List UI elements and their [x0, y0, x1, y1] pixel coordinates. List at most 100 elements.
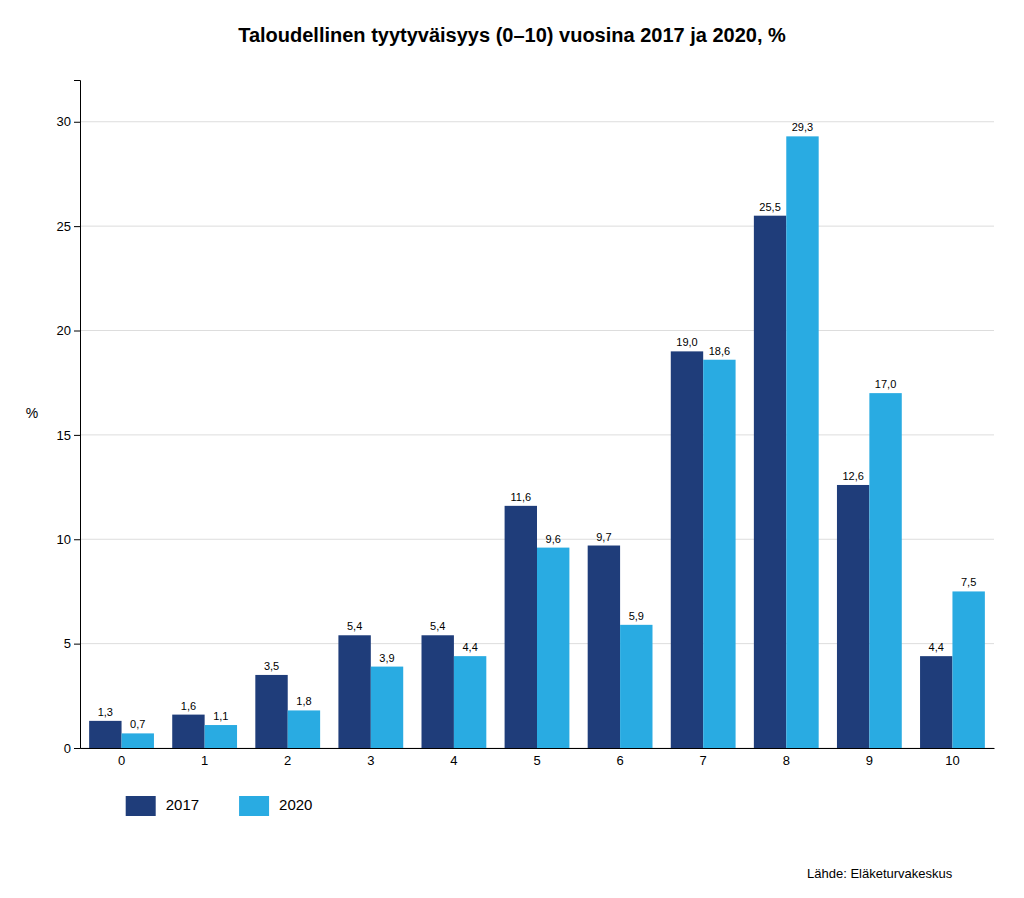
bar: [754, 216, 786, 748]
data-label: 9,7: [596, 531, 611, 543]
x-tick: 3: [367, 748, 374, 768]
legend-swatch: [239, 796, 269, 816]
bar: [172, 715, 204, 748]
bar-series: [89, 216, 952, 748]
y-tick: 15: [57, 428, 80, 443]
bar: [89, 721, 121, 748]
data-label: 17,0: [875, 378, 896, 390]
bar: [671, 351, 703, 748]
x-tick: 1: [201, 748, 208, 768]
x-tick-label: 9: [866, 753, 873, 768]
bar: [588, 546, 620, 748]
legend-item: 2017: [126, 796, 199, 816]
data-label: 1,3: [98, 706, 113, 718]
y-tick-mark: [74, 539, 80, 540]
data-label: 12,6: [842, 470, 863, 482]
x-tick: 10: [945, 748, 959, 768]
legend-label: 2017: [166, 796, 199, 813]
y-axis: 0 5 10 15 20 25 30: [57, 81, 81, 756]
data-label: 3,9: [379, 652, 394, 664]
y-tick-label: 15: [57, 428, 71, 443]
bar: [338, 635, 370, 748]
bar: [255, 675, 287, 748]
grid-line: [80, 434, 994, 435]
x-tick-label: 10: [945, 753, 959, 768]
bar-series: [122, 136, 985, 748]
y-axis-label: %: [26, 405, 38, 421]
legend-item: 2020: [239, 796, 312, 816]
x-tick-label: 8: [783, 753, 790, 768]
y-tick: 20: [57, 323, 80, 338]
data-label: 4,4: [462, 641, 477, 653]
bar: [786, 136, 818, 748]
legend-swatch: [126, 796, 156, 816]
data-label: 1,6: [181, 700, 196, 712]
y-tick-label: 10: [57, 532, 71, 547]
data-label: 1,8: [296, 695, 311, 707]
x-tick-label: 2: [284, 753, 291, 768]
bar: [952, 591, 984, 748]
data-label: 5,4: [347, 620, 362, 632]
y-tick: 25: [57, 219, 80, 234]
y-tick-label: 20: [57, 323, 71, 338]
x-tick-label: 4: [450, 753, 457, 768]
y-tick-mark: [74, 748, 80, 749]
x-tick: 2: [284, 748, 291, 768]
y-tick-mark: [74, 122, 80, 123]
data-label: 5,4: [430, 620, 445, 632]
data-label: 5,9: [629, 610, 644, 622]
grid-line: [80, 121, 994, 122]
legend: 2017 2020: [126, 796, 313, 816]
y-tick-label: 30: [57, 114, 71, 129]
data-label: 11,6: [511, 491, 532, 503]
y-tick: 0: [64, 741, 80, 756]
bar: [205, 725, 237, 748]
title: Taloudellinen tyytyväisyys (0–10) vuosin…: [238, 24, 786, 46]
data-label: 0,7: [130, 718, 145, 730]
bar: [703, 360, 735, 748]
bar: [122, 733, 154, 748]
data-label: 9,6: [546, 533, 561, 545]
x-tick: 7: [700, 748, 707, 768]
x-axis: 0 1 2 3 4 5 6 7 8 9 10: [81, 748, 995, 768]
data-label: 3,5: [264, 660, 279, 672]
bar: [837, 485, 869, 748]
y-tick: 10: [57, 532, 80, 547]
bar: [454, 656, 486, 748]
x-tick: 5: [533, 748, 540, 768]
x-tick: 4: [450, 748, 457, 768]
data-label: 7,5: [961, 576, 976, 588]
y-tick: 30: [57, 114, 80, 129]
x-tick-label: 3: [367, 753, 374, 768]
x-tick: 9: [866, 748, 873, 768]
data-label: 19,0: [676, 336, 697, 348]
data-label: 29,3: [792, 121, 813, 133]
y-tick: 5: [64, 636, 80, 651]
chart-container: Taloudellinen tyytyväisyys (0–10) vuosin…: [0, 0, 1024, 898]
chart-svg: Taloudellinen tyytyväisyys (0–10) vuosin…: [0, 0, 1024, 898]
x-tick: 0: [118, 748, 125, 768]
y-tick-label: 5: [64, 636, 71, 651]
grid-line: [80, 226, 994, 227]
x-tick: 8: [783, 748, 790, 768]
plot: 0 5 10 15 20 25 30% 0 1 2 3 4 5 6 7 8 9 10 1,3 1,6 3,5 5,4 5,4…: [26, 81, 995, 769]
bars: [89, 136, 985, 748]
bar: [537, 548, 569, 748]
bar: [869, 393, 901, 748]
x-tick: 6: [616, 748, 623, 768]
data-label: 25,5: [759, 201, 780, 213]
y-tick-label: 25: [57, 219, 71, 234]
y-tick-label: 0: [64, 741, 71, 756]
bar: [620, 625, 652, 748]
y-axis-line: [74, 81, 81, 749]
annotation: Lähde: Eläketurvakeskus: [807, 866, 953, 881]
x-tick-label: 0: [118, 753, 125, 768]
y-tick-mark: [74, 644, 80, 645]
bar: [422, 635, 454, 748]
x-tick-label: 5: [533, 753, 540, 768]
y-tick-mark: [74, 226, 80, 227]
bar: [371, 667, 403, 748]
data-label: 1,1: [213, 710, 228, 722]
x-tick-label: 1: [201, 753, 208, 768]
data-label: 18,6: [709, 345, 730, 357]
